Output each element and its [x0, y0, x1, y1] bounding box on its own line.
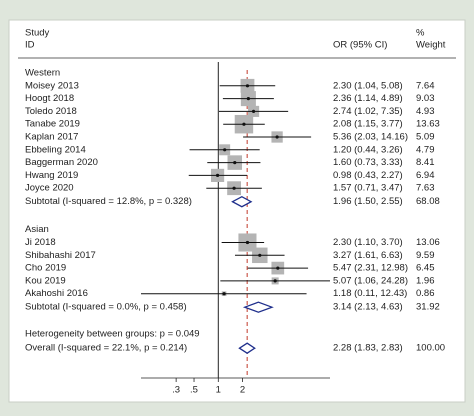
study-label: Kaplan 2017	[25, 132, 78, 143]
or-text: 5.07 (1.06, 24.28)	[333, 275, 408, 286]
weight-text: 9.03	[416, 93, 435, 104]
or-text: 1.96 (1.50, 2.55)	[333, 196, 403, 207]
weight-text: 100.00	[416, 343, 445, 354]
weight-text: 68.08	[416, 196, 440, 207]
weight-text: 5.09	[416, 132, 435, 143]
summary-diamond	[238, 342, 256, 354]
header-study: Study	[25, 28, 50, 39]
weight-text: 31.92	[416, 302, 440, 313]
summary-label: Subtotal (I-squared = 12.8%, p = 0.328)	[25, 196, 192, 207]
summary-label: Overall (I-squared = 22.1%, p = 0.214)	[25, 343, 187, 354]
header-or: OR (95% CI)	[333, 40, 387, 51]
summary-diamond	[231, 195, 253, 208]
study-label: Toledo 2018	[25, 106, 77, 117]
x-tick-label: 1	[216, 385, 221, 396]
study-label: Moisey 2013	[25, 80, 79, 91]
weight-text: 7.64	[416, 80, 435, 91]
study-label: Baggerman 2020	[25, 157, 98, 168]
study-label: Hwang 2019	[25, 170, 78, 181]
point-estimate	[258, 253, 262, 257]
weight-text: 1.96	[416, 275, 435, 286]
or-text: 2.36 (1.14, 4.89)	[333, 93, 403, 104]
or-text: 2.30 (1.04, 5.08)	[333, 80, 403, 91]
point-estimate	[215, 173, 220, 177]
or-text: 1.18 (0.11, 12.43)	[333, 288, 407, 299]
weight-text: 0.86	[416, 288, 435, 299]
point-estimate	[223, 148, 227, 152]
header-percent: %	[416, 28, 425, 39]
point-estimate	[222, 292, 226, 296]
group-label: Western	[25, 68, 60, 79]
heterogeneity-text: Heterogeneity between groups: p = 0.049	[25, 329, 200, 340]
or-text: 5.36 (2.03, 14.16)	[333, 132, 408, 143]
point-estimate	[246, 97, 250, 101]
point-estimate	[232, 186, 236, 190]
study-label: Hoogt 2018	[25, 93, 74, 104]
x-tick-label: .5	[190, 385, 198, 396]
or-text: 3.14 (2.13, 4.63)	[333, 302, 403, 313]
weight-text: 6.94	[416, 170, 435, 181]
weight-text: 4.93	[416, 106, 435, 117]
point-estimate	[242, 122, 246, 126]
weight-text: 8.41	[416, 157, 435, 168]
or-text: 2.74 (1.02, 7.35)	[333, 106, 403, 117]
or-text: 5.47 (2.31, 12.98)	[333, 263, 408, 274]
or-text: 0.98 (0.43, 2.27)	[333, 170, 403, 181]
study-label: Akahoshi 2016	[25, 288, 88, 299]
study-label: Joyce 2020	[25, 183, 74, 194]
point-estimate	[245, 84, 250, 88]
or-text: 1.57 (0.71, 3.47)	[333, 183, 403, 194]
study-label: Shibahashi 2017	[25, 250, 96, 261]
or-text: 1.60 (0.73, 3.33)	[333, 157, 403, 168]
weight-text: 4.79	[416, 144, 435, 155]
summary-diamond	[242, 301, 274, 313]
study-label: Cho 2019	[25, 263, 66, 274]
or-text: 2.08 (1.15, 3.77)	[333, 119, 403, 130]
plot-panel	[8, 19, 466, 403]
point-estimate	[245, 240, 250, 245]
weight-text: 9.59	[416, 250, 435, 261]
point-estimate	[275, 135, 279, 139]
weight-text: 7.63	[416, 183, 435, 194]
or-text: 2.28 (1.83, 2.83)	[333, 343, 403, 354]
study-label: Kou 2019	[25, 275, 66, 286]
x-tick-label: 2	[240, 385, 245, 396]
or-text: 1.20 (0.44, 3.26)	[333, 144, 403, 155]
point-estimate	[276, 266, 280, 270]
point-estimate	[251, 109, 256, 113]
or-text: 3.27 (1.61, 6.63)	[333, 250, 403, 261]
study-label: Ji 2018	[25, 237, 56, 248]
x-tick-label: .3	[172, 385, 180, 396]
study-label: Tanabe 2019	[25, 119, 80, 130]
point-estimate	[233, 161, 237, 165]
header-weight: Weight	[416, 40, 446, 51]
study-label: Ebbeling 2014	[25, 144, 86, 155]
weight-text: 13.06	[416, 237, 440, 248]
or-text: 2.30 (1.10, 3.70)	[333, 237, 403, 248]
summary-label: Subtotal (I-squared = 0.0%, p = 0.458)	[25, 302, 187, 313]
weight-text: 13.63	[416, 119, 440, 130]
point-estimate	[273, 279, 277, 283]
weight-text: 6.45	[416, 263, 435, 274]
group-label: Asian	[25, 224, 49, 235]
header-id: ID	[25, 40, 35, 51]
